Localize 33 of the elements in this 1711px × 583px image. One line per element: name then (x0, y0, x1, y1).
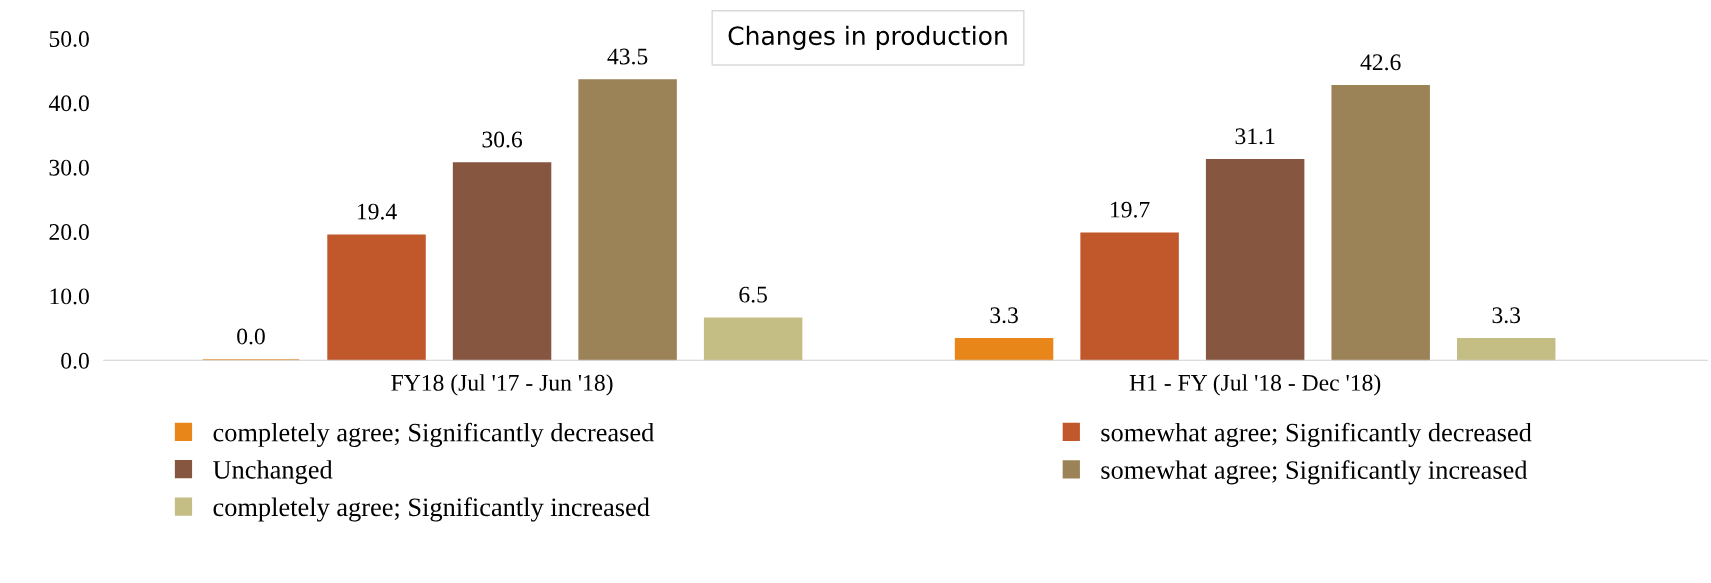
y-tick-label: 50.0 (49, 30, 89, 48)
bar (452, 162, 552, 361)
bar (954, 338, 1054, 361)
data-label: 19.4 (357, 203, 397, 220)
data-label: 6.5 (739, 286, 767, 303)
data-label: 19.7 (1111, 201, 1150, 218)
data-label: 3.3 (1492, 307, 1521, 324)
data-label: 3.3 (990, 307, 1018, 324)
legend-label: completely agree; Significantly decreased (213, 422, 654, 447)
bar (578, 79, 677, 361)
legend-label: completely agree; Significantly increased (213, 497, 650, 522)
data-label: 42.6 (1360, 54, 1401, 71)
legend-label: Unchanged (213, 460, 333, 485)
data-label: 30.6 (482, 131, 523, 148)
legend-label: somewhat agree; Significantly decreased (1101, 422, 1532, 447)
y-tick-label: 20.0 (49, 224, 89, 241)
bar (327, 234, 426, 361)
bar (1205, 159, 1305, 361)
y-tick-label: 30.0 (49, 159, 89, 176)
y-tick-label: 40.0 (48, 95, 89, 112)
x-tick-label: FY18 (Jul '17 - Jun '18) (391, 374, 613, 396)
data-label: 43.5 (607, 48, 648, 65)
y-tick-label: 10.0 (50, 288, 89, 305)
bar (1456, 338, 1556, 361)
x-tick-label: H1 - FY (Jul '18 - Dec '18) (1129, 374, 1381, 396)
data-label: 31.1 (1235, 128, 1275, 145)
bar (1331, 85, 1430, 361)
chart-title: Changes in production (728, 25, 1007, 50)
y-tick-label: 0.0 (61, 352, 89, 369)
data-label: 0.0 (237, 328, 265, 345)
bar (703, 317, 803, 361)
legend-label: somewhat agree; Significantly increased (1101, 460, 1528, 485)
bar (1080, 232, 1179, 361)
